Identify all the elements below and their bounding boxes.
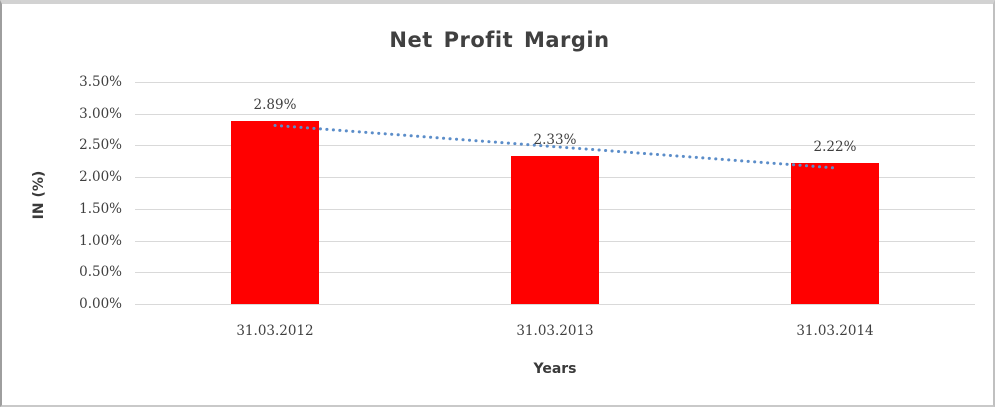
y-tick-label: 0.50% <box>79 264 122 281</box>
x-tick-label: 31.03.2014 <box>796 323 874 339</box>
bar-value-label: 2.22% <box>813 139 857 156</box>
chart-title: Net Profit Margin <box>389 28 610 52</box>
x-tick-label: 31.03.2013 <box>516 323 594 339</box>
x-axis-title: Years <box>533 361 577 377</box>
y-tick-label: 2.00% <box>79 169 122 186</box>
bar-value-label: 2.89% <box>253 96 297 113</box>
bar <box>511 156 599 304</box>
gridline <box>135 113 975 115</box>
x-tick-label: 31.03.2012 <box>236 323 314 339</box>
y-tick-label: 3.00% <box>79 105 122 122</box>
y-tick-label: 2.50% <box>79 137 122 154</box>
y-tick-label: 1.00% <box>79 232 122 249</box>
y-tick-label: 0.00% <box>79 296 122 312</box>
y-tick-label: 3.50% <box>79 74 122 90</box>
bar <box>231 120 319 304</box>
gridline <box>135 304 975 305</box>
bar <box>791 163 879 304</box>
gridline <box>135 82 975 83</box>
y-tick-label: 1.50% <box>79 200 122 217</box>
bar-value-label: 2.33% <box>533 132 577 149</box>
